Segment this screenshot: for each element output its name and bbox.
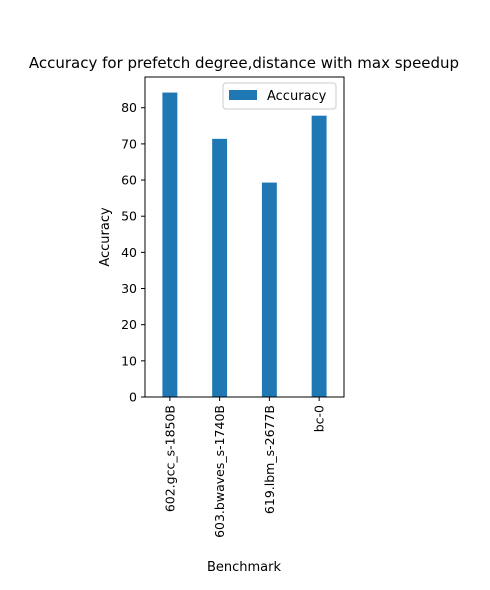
y-tick-label-6: 60 <box>121 173 137 188</box>
y-tick-label-0: 0 <box>129 390 137 405</box>
y-tick-label-2: 20 <box>121 317 137 332</box>
y-axis-label: Accuracy <box>98 207 113 267</box>
bar-1 <box>212 138 228 397</box>
bar-0 <box>162 92 178 398</box>
y-tick-label-7: 70 <box>121 136 137 151</box>
x-tick-label-0: 602.gcc_s-1850B <box>162 405 177 512</box>
y-tick-label-1: 10 <box>121 353 137 368</box>
legend-box <box>222 82 337 110</box>
legend-label: Accuracy <box>267 89 327 104</box>
x-tick-label-1: 603.bwaves_s-1740B <box>212 405 227 538</box>
y-tick-label-3: 30 <box>121 281 137 296</box>
bar-2 <box>261 182 277 397</box>
plot-area: 0 10 20 30 40 50 60 70 80 602.gcc_s-1850B 603.bwa… <box>121 76 345 538</box>
legend-swatch <box>229 90 257 100</box>
x-axis-ticks: 602.gcc_s-1850B 603.bwaves_s-1740B 619.lbm… <box>162 397 327 538</box>
chart-title: Accuracy for prefetch degree,distance wi… <box>29 54 459 72</box>
axes-background <box>145 77 344 397</box>
y-tick-label-4: 40 <box>121 245 137 260</box>
legend: Accuracy <box>222 82 337 110</box>
y-axis-ticks: 0 10 20 30 40 50 60 70 80 <box>121 100 145 405</box>
bars-group <box>162 92 327 398</box>
y-tick-label-5: 50 <box>121 209 137 224</box>
x-axis-label: Benchmark <box>207 560 282 575</box>
x-tick-label-2: 619.lbm_s-2677B <box>262 405 277 514</box>
bar-3 <box>311 115 327 397</box>
x-tick-label-3: bc-0 <box>312 405 327 432</box>
y-tick-label-8: 80 <box>121 100 137 115</box>
axes-frame <box>144 76 345 398</box>
